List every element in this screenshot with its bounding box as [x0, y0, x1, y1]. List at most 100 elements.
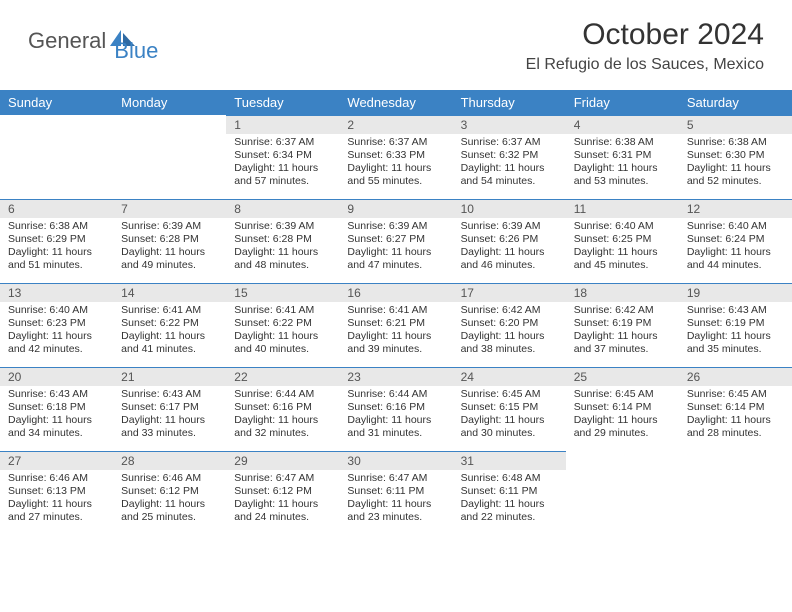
daylight-text-1: Daylight: 11 hours — [687, 246, 784, 259]
day-number: 23 — [339, 367, 452, 386]
sunrise-text: Sunrise: 6:41 AM — [347, 304, 444, 317]
daylight-text-2: and 39 minutes. — [347, 343, 444, 356]
calendar-day-cell: 23Sunrise: 6:44 AMSunset: 6:16 PMDayligh… — [339, 367, 452, 451]
sunrise-text: Sunrise: 6:39 AM — [121, 220, 218, 233]
day-number: 2 — [339, 115, 452, 134]
daylight-text-1: Daylight: 11 hours — [461, 414, 558, 427]
sunrise-text: Sunrise: 6:37 AM — [461, 136, 558, 149]
calendar-day-cell — [113, 115, 226, 199]
daylight-text-2: and 37 minutes. — [574, 343, 671, 356]
day-number: 10 — [453, 199, 566, 218]
calendar-week-row: 27Sunrise: 6:46 AMSunset: 6:13 PMDayligh… — [0, 451, 792, 535]
daylight-text-2: and 46 minutes. — [461, 259, 558, 272]
day-number: 30 — [339, 451, 452, 470]
daylight-text-2: and 40 minutes. — [234, 343, 331, 356]
day-number: 21 — [113, 367, 226, 386]
day-number: 26 — [679, 367, 792, 386]
day-details: Sunrise: 6:40 AMSunset: 6:24 PMDaylight:… — [679, 218, 792, 277]
calendar-day-cell: 9Sunrise: 6:39 AMSunset: 6:27 PMDaylight… — [339, 199, 452, 283]
daylight-text-2: and 38 minutes. — [461, 343, 558, 356]
daylight-text-1: Daylight: 11 hours — [121, 246, 218, 259]
calendar-day-cell: 26Sunrise: 6:45 AMSunset: 6:14 PMDayligh… — [679, 367, 792, 451]
day-details: Sunrise: 6:40 AMSunset: 6:25 PMDaylight:… — [566, 218, 679, 277]
sunrise-text: Sunrise: 6:39 AM — [234, 220, 331, 233]
sunset-text: Sunset: 6:15 PM — [461, 401, 558, 414]
sunset-text: Sunset: 6:16 PM — [347, 401, 444, 414]
day-details: Sunrise: 6:41 AMSunset: 6:22 PMDaylight:… — [113, 302, 226, 361]
day-details: Sunrise: 6:39 AMSunset: 6:26 PMDaylight:… — [453, 218, 566, 277]
calendar-day-cell: 2Sunrise: 6:37 AMSunset: 6:33 PMDaylight… — [339, 115, 452, 199]
day-number: 15 — [226, 283, 339, 302]
day-details: Sunrise: 6:40 AMSunset: 6:23 PMDaylight:… — [0, 302, 113, 361]
sunset-text: Sunset: 6:28 PM — [234, 233, 331, 246]
daylight-text-1: Daylight: 11 hours — [8, 498, 105, 511]
daylight-text-1: Daylight: 11 hours — [347, 246, 444, 259]
brand-logo: General Blue — [28, 18, 158, 64]
page-header: General Blue October 2024 El Refugio de … — [0, 0, 792, 80]
sunset-text: Sunset: 6:16 PM — [234, 401, 331, 414]
calendar-day-cell: 20Sunrise: 6:43 AMSunset: 6:18 PMDayligh… — [0, 367, 113, 451]
daylight-text-2: and 53 minutes. — [574, 175, 671, 188]
calendar-day-cell: 12Sunrise: 6:40 AMSunset: 6:24 PMDayligh… — [679, 199, 792, 283]
sunset-text: Sunset: 6:20 PM — [461, 317, 558, 330]
weekday-header: Tuesday — [226, 90, 339, 115]
sunrise-text: Sunrise: 6:37 AM — [234, 136, 331, 149]
daylight-text-2: and 48 minutes. — [234, 259, 331, 272]
weekday-header: Monday — [113, 90, 226, 115]
sunset-text: Sunset: 6:12 PM — [121, 485, 218, 498]
sunset-text: Sunset: 6:34 PM — [234, 149, 331, 162]
daylight-text-1: Daylight: 11 hours — [234, 162, 331, 175]
calendar-day-cell: 31Sunrise: 6:48 AMSunset: 6:11 PMDayligh… — [453, 451, 566, 535]
daylight-text-2: and 24 minutes. — [234, 511, 331, 524]
day-number: 27 — [0, 451, 113, 470]
day-details: Sunrise: 6:45 AMSunset: 6:14 PMDaylight:… — [566, 386, 679, 445]
day-details: Sunrise: 6:38 AMSunset: 6:29 PMDaylight:… — [0, 218, 113, 277]
daylight-text-1: Daylight: 11 hours — [347, 162, 444, 175]
calendar-day-cell: 13Sunrise: 6:40 AMSunset: 6:23 PMDayligh… — [0, 283, 113, 367]
sunrise-text: Sunrise: 6:40 AM — [574, 220, 671, 233]
calendar-day-cell: 5Sunrise: 6:38 AMSunset: 6:30 PMDaylight… — [679, 115, 792, 199]
sunrise-text: Sunrise: 6:41 AM — [121, 304, 218, 317]
daylight-text-1: Daylight: 11 hours — [461, 246, 558, 259]
day-number: 12 — [679, 199, 792, 218]
day-details: Sunrise: 6:41 AMSunset: 6:21 PMDaylight:… — [339, 302, 452, 361]
calendar-week-row: 13Sunrise: 6:40 AMSunset: 6:23 PMDayligh… — [0, 283, 792, 367]
sunrise-text: Sunrise: 6:45 AM — [461, 388, 558, 401]
daylight-text-1: Daylight: 11 hours — [347, 330, 444, 343]
brand-text-blue: Blue — [114, 38, 158, 64]
day-number: 9 — [339, 199, 452, 218]
daylight-text-1: Daylight: 11 hours — [687, 162, 784, 175]
sunrise-text: Sunrise: 6:38 AM — [8, 220, 105, 233]
weekday-header: Thursday — [453, 90, 566, 115]
daylight-text-1: Daylight: 11 hours — [687, 330, 784, 343]
sunset-text: Sunset: 6:19 PM — [687, 317, 784, 330]
day-details: Sunrise: 6:47 AMSunset: 6:11 PMDaylight:… — [339, 470, 452, 529]
daylight-text-2: and 22 minutes. — [461, 511, 558, 524]
daylight-text-2: and 52 minutes. — [687, 175, 784, 188]
calendar-day-cell: 28Sunrise: 6:46 AMSunset: 6:12 PMDayligh… — [113, 451, 226, 535]
calendar-day-cell: 10Sunrise: 6:39 AMSunset: 6:26 PMDayligh… — [453, 199, 566, 283]
calendar-day-cell: 7Sunrise: 6:39 AMSunset: 6:28 PMDaylight… — [113, 199, 226, 283]
daylight-text-1: Daylight: 11 hours — [121, 330, 218, 343]
daylight-text-1: Daylight: 11 hours — [347, 414, 444, 427]
day-details: Sunrise: 6:46 AMSunset: 6:12 PMDaylight:… — [113, 470, 226, 529]
calendar-day-cell: 4Sunrise: 6:38 AMSunset: 6:31 PMDaylight… — [566, 115, 679, 199]
daylight-text-1: Daylight: 11 hours — [574, 330, 671, 343]
daylight-text-2: and 44 minutes. — [687, 259, 784, 272]
day-number: 5 — [679, 115, 792, 134]
calendar-table: Sunday Monday Tuesday Wednesday Thursday… — [0, 90, 792, 535]
sunrise-text: Sunrise: 6:43 AM — [8, 388, 105, 401]
sunrise-text: Sunrise: 6:44 AM — [234, 388, 331, 401]
location-text: El Refugio de los Sauces, Mexico — [526, 56, 764, 74]
calendar-body: 1Sunrise: 6:37 AMSunset: 6:34 PMDaylight… — [0, 115, 792, 535]
weekday-header: Wednesday — [339, 90, 452, 115]
sunset-text: Sunset: 6:14 PM — [687, 401, 784, 414]
sunset-text: Sunset: 6:28 PM — [121, 233, 218, 246]
sunset-text: Sunset: 6:11 PM — [347, 485, 444, 498]
calendar-day-cell: 19Sunrise: 6:43 AMSunset: 6:19 PMDayligh… — [679, 283, 792, 367]
day-details: Sunrise: 6:43 AMSunset: 6:18 PMDaylight:… — [0, 386, 113, 445]
daylight-text-1: Daylight: 11 hours — [234, 414, 331, 427]
sunset-text: Sunset: 6:19 PM — [574, 317, 671, 330]
day-details: Sunrise: 6:43 AMSunset: 6:17 PMDaylight:… — [113, 386, 226, 445]
calendar-day-cell: 14Sunrise: 6:41 AMSunset: 6:22 PMDayligh… — [113, 283, 226, 367]
